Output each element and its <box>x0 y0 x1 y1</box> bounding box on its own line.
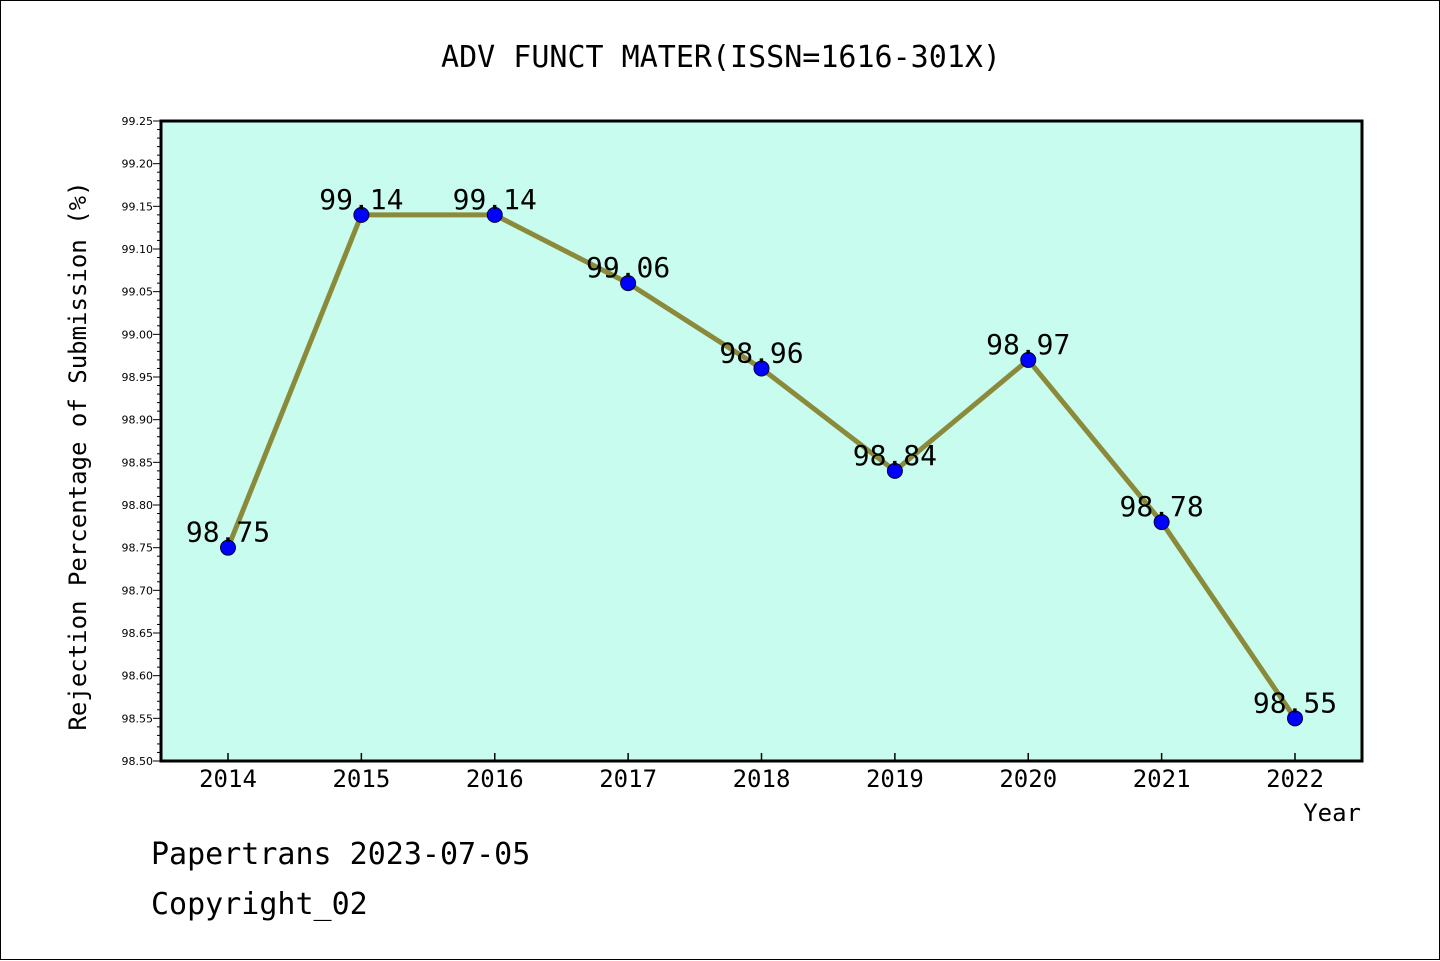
y-tick-label: 99.15 <box>122 200 154 213</box>
y-tick-label: 98.60 <box>122 670 154 683</box>
data-point-marker <box>486 206 503 223</box>
x-tick-label: 2016 <box>466 765 524 793</box>
data-point-label: 98.96 <box>719 336 803 369</box>
data-point-label: 99.14 <box>453 183 537 216</box>
footer-copyright-text: Copyright_02 <box>151 887 368 922</box>
data-point-label: 98.84 <box>853 439 937 472</box>
x-tick-label: 2018 <box>733 765 791 793</box>
y-axis: 98.50 98.55 98.60 98.65 98.70 98.75 98.80 98.85… <box>122 115 161 768</box>
y-tick-label: 98.90 <box>122 414 154 427</box>
y-tick-label: 98.55 <box>122 712 154 725</box>
data-point-marker <box>1287 710 1303 727</box>
data-point-marker <box>353 206 370 223</box>
data-point-marker <box>753 360 770 377</box>
chart-title: ADV FUNCT MATER(ISSN=1616-301X) <box>441 40 1001 75</box>
y-tick-label: 98.65 <box>122 627 154 640</box>
footer-date-text: Papertrans 2023-07-05 <box>151 837 531 872</box>
data-point-label: 98.78 <box>1119 490 1203 523</box>
y-tick-label: 99.00 <box>122 328 154 341</box>
data-point-label: 99.14 <box>319 183 403 216</box>
data-point-label: 98.55 <box>1253 686 1337 719</box>
y-tick-label: 98.75 <box>122 542 154 555</box>
x-tick-label: 2021 <box>1133 765 1191 793</box>
data-point-marker <box>620 275 637 292</box>
x-tick-label: 2017 <box>599 765 657 793</box>
data-point-marker <box>886 462 903 479</box>
data-point-label: 98.97 <box>986 328 1070 361</box>
x-axis-label: Year <box>1303 799 1361 827</box>
x-axis: 2014 2015 2016 2017 2018 2019 2020 2021 2022 <box>199 753 1324 793</box>
y-axis-label: Rejection Percentage of Submission (%) <box>64 181 92 730</box>
data-labels: 98.75 99.14 99.14 99.06 98.96 98.84 98.97 98.78… <box>186 183 1337 719</box>
y-tick-label: 98.80 <box>122 499 154 512</box>
data-point-label: 98.75 <box>186 516 270 549</box>
y-tick-label: 98.70 <box>122 584 154 597</box>
data-point-marker <box>220 539 236 556</box>
y-tick-label: 99.20 <box>122 158 154 171</box>
data-point-marker <box>1020 351 1037 368</box>
x-tick-label: 2014 <box>199 765 257 793</box>
x-tick-label: 2019 <box>866 765 924 793</box>
y-tick-label: 98.95 <box>122 371 154 384</box>
plot-area <box>159 119 1364 763</box>
data-point-label: 99.06 <box>586 251 670 284</box>
data-point-marker <box>1153 514 1170 531</box>
y-tick-label: 99.10 <box>122 243 154 256</box>
series-markers <box>220 206 1303 727</box>
y-tick-label: 98.85 <box>122 456 154 469</box>
x-tick-label: 2015 <box>332 765 390 793</box>
x-tick-label: 2022 <box>1266 765 1324 793</box>
y-tick-label: 99.05 <box>122 286 154 299</box>
x-tick-label: 2020 <box>999 765 1057 793</box>
y-tick-label: 99.25 <box>122 115 154 128</box>
y-tick-label: 98.50 <box>122 755 154 768</box>
